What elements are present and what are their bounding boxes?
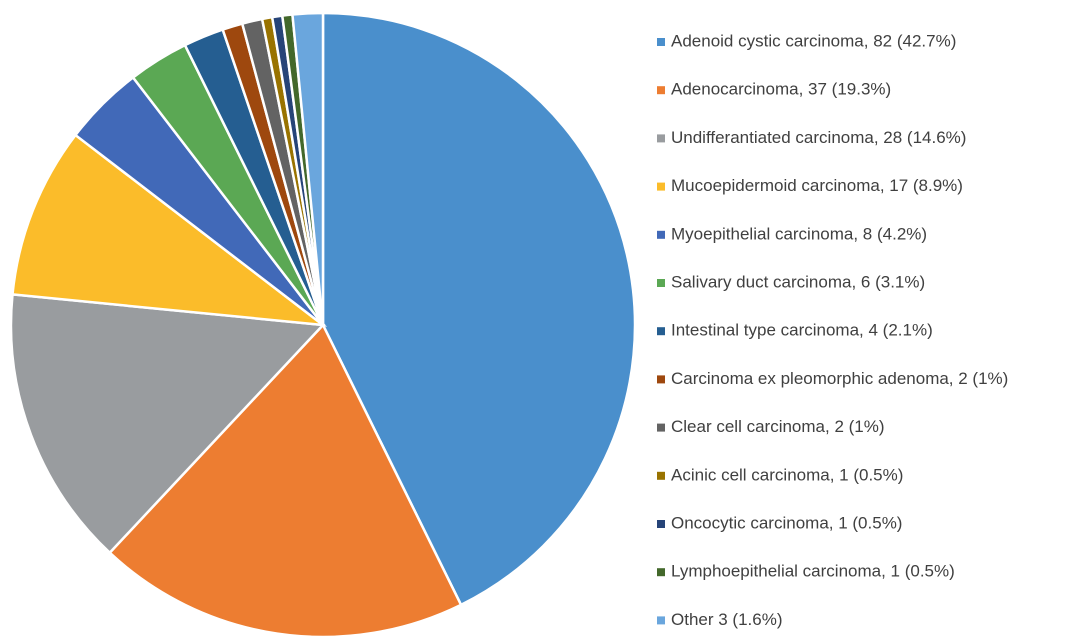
- legend-label: Carcinoma ex pleomorphic adenoma, 2 (1%): [671, 369, 1008, 388]
- pie-slice: [107, 322, 463, 638]
- legend-label: Other 3 (1.6%): [671, 610, 783, 629]
- legend-swatch: [657, 86, 665, 95]
- legend-label: Oncocytic carcinoma, 1 (0.5%): [671, 513, 902, 532]
- legend-label: Clear cell carcinoma, 2 (1%): [671, 417, 885, 436]
- legend-swatch: [657, 616, 665, 625]
- legend-swatch: [657, 568, 665, 577]
- legend-label: Adenocarcinoma, 37 (19.3%): [671, 80, 891, 99]
- legend-swatch: [657, 38, 665, 46]
- legend-label: Undifferantiated carcinoma, 28 (14.6%): [671, 128, 966, 147]
- pie-slice: [9, 293, 326, 555]
- legend-label: Myoepithelial carcinoma, 8 (4.2%): [671, 224, 927, 243]
- legend-label: Adenoid cystic carcinoma, 82 (42.7%): [671, 31, 956, 50]
- pie-slice: [11, 133, 328, 327]
- legend-label: Acinic cell carcinoma, 1 (0.5%): [671, 465, 903, 484]
- legend-swatch: [657, 375, 665, 384]
- legend-swatch: [657, 230, 665, 239]
- pie-slice: [291, 11, 325, 326]
- legend-swatch: [657, 520, 665, 528]
- legend-swatch: [657, 182, 665, 191]
- legend-label: Lymphoepithelial carcinoma, 1 (0.5%): [671, 562, 955, 581]
- legend-label: Intestinal type carcinoma, 4 (2.1%): [671, 321, 933, 340]
- legend-swatch: [657, 279, 665, 287]
- pie-slice: [321, 11, 637, 607]
- legend-label: Salivary duct carcinoma, 6 (3.1%): [671, 272, 925, 291]
- legend-swatch: [657, 423, 665, 432]
- legend-swatch: [657, 471, 665, 480]
- legend-swatch: [657, 327, 665, 336]
- legend-swatch: [657, 134, 665, 143]
- legend-label: Mucoepidermoid carcinoma, 17 (8.9%): [671, 176, 963, 195]
